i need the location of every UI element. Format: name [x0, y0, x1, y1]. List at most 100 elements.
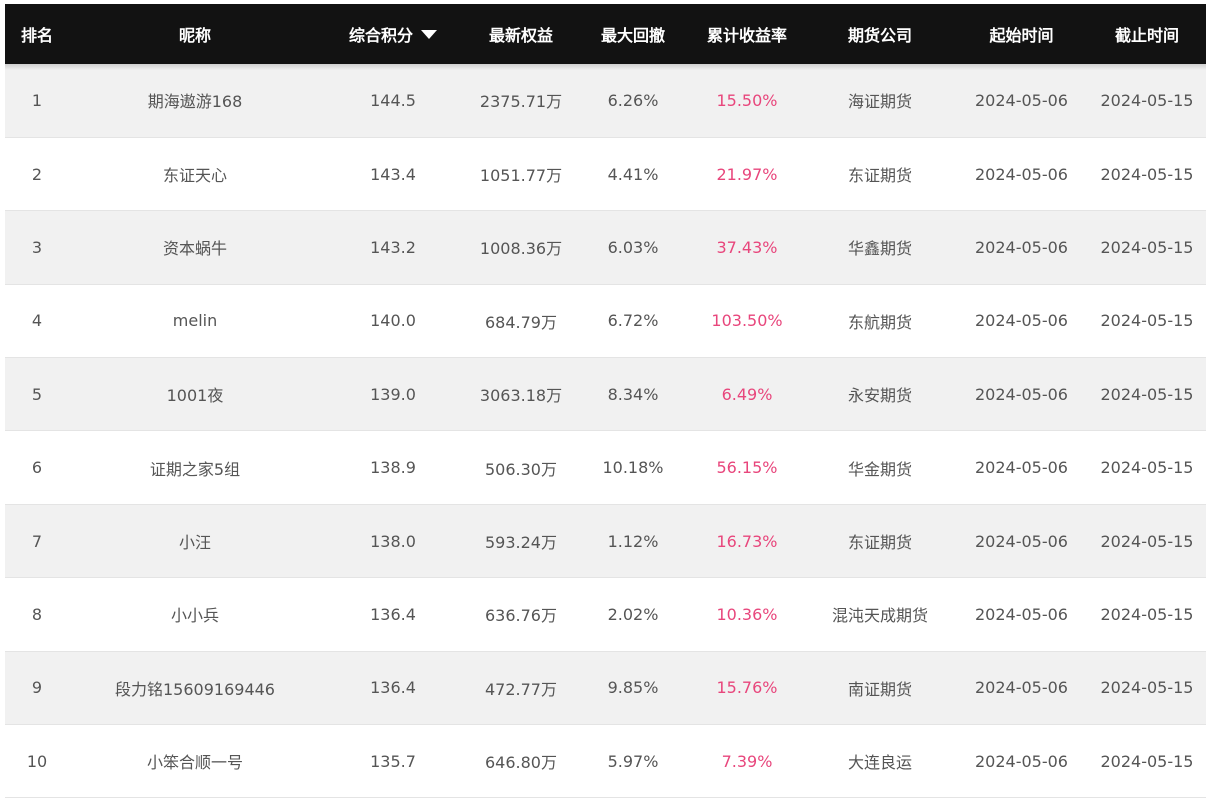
cell-drawdown: 5.97%: [607, 751, 659, 771]
cell-drawdown: 6.26%: [607, 90, 659, 110]
table-body: 1 期海遨游168 144.5 2375.71万 6.26% 15.50% 海证…: [5, 64, 1206, 798]
cell-score: 138.0: [370, 531, 416, 551]
cell-return: 15.50%: [716, 90, 778, 110]
cell-equity: 684.79万: [485, 312, 557, 332]
cell-end: 2024-05-15: [1100, 384, 1194, 404]
header-nickname[interactable]: 昵称: [178, 26, 211, 45]
cell-company: 混沌天成期货: [831, 606, 928, 626]
cell-return: 7.39%: [721, 751, 773, 771]
cell-drawdown: 9.85%: [607, 678, 659, 698]
cell-rank: 9: [31, 678, 43, 698]
cell-start: 2024-05-06: [975, 678, 1068, 698]
cell-company: 大连良运: [847, 753, 912, 773]
cell-rank: 2: [31, 164, 43, 184]
cell-equity: 1051.77万: [479, 166, 563, 186]
cell-return: 37.43%: [716, 237, 778, 257]
cell-start: 2024-05-06: [975, 604, 1068, 624]
table-row[interactable]: 1 期海遨游168 144.5 2375.71万 6.26% 15.50% 海证…: [5, 64, 1206, 138]
header-equity[interactable]: 最新权益: [488, 26, 553, 45]
cell-return: 56.15%: [716, 458, 778, 478]
table-row[interactable]: 10 小笨合顺一号 135.7 646.80万 5.97% 7.39% 大连良运…: [5, 724, 1206, 798]
cell-drawdown: 4.41%: [607, 164, 659, 184]
cell-score: 136.4: [370, 604, 416, 624]
cell-start: 2024-05-06: [975, 458, 1068, 478]
table-row[interactable]: 2 东证天心 143.4 1051.77万 4.41% 21.97% 东证期货 …: [5, 137, 1206, 211]
cell-company: 华鑫期货: [847, 239, 912, 259]
cell-nickname: 期海遨游168: [147, 92, 243, 112]
table-row[interactable]: 6 证期之家5组 138.9 506.30万 10.18% 56.15% 华金期…: [5, 430, 1206, 505]
cell-rank: 8: [31, 604, 43, 624]
sort-descending-icon[interactable]: [421, 30, 437, 39]
header-end[interactable]: 截止时间: [1114, 26, 1179, 45]
table-row[interactable]: 3 资本蜗牛 143.2 1008.36万 6.03% 37.43% 华鑫期货 …: [5, 210, 1206, 285]
cell-return: 21.97%: [716, 164, 778, 184]
ranking-table: 排名 昵称 综合积分 最新权益 最大回撤 累计收益率 期货公司 起始时间 截止时…: [5, 4, 1206, 798]
cell-nickname: 段力铭15609169446: [115, 679, 275, 699]
ranking-table-container: 排名 昵称 综合积分 最新权益 最大回撤 累计收益率 期货公司 起始时间 截止时…: [5, 4, 1206, 804]
cell-end: 2024-05-15: [1100, 311, 1194, 331]
table-row[interactable]: 9 段力铭15609169446 136.4 472.77万 9.85% 15.…: [5, 651, 1206, 725]
cell-nickname: 小笨合顺一号: [146, 753, 243, 773]
cell-company: 东证期货: [847, 166, 912, 186]
cell-nickname: 东证天心: [162, 166, 227, 186]
cell-equity: 646.80万: [485, 753, 557, 773]
cell-score: 140.0: [370, 311, 416, 331]
cell-start: 2024-05-06: [975, 311, 1068, 331]
cell-equity: 1008.36万: [479, 239, 563, 259]
cell-rank: 1: [31, 90, 43, 110]
header-score-label: 综合积分: [348, 26, 413, 45]
cell-start: 2024-05-06: [975, 751, 1068, 771]
table-row[interactable]: 5 1001夜 139.0 3063.18万 8.34% 6.49% 永安期货 …: [5, 357, 1206, 431]
cell-rank: 6: [31, 458, 43, 478]
cell-score: 138.9: [370, 458, 416, 478]
cell-rank: 3: [31, 237, 43, 257]
header-drawdown[interactable]: 最大回撤: [600, 26, 665, 45]
cell-end: 2024-05-15: [1100, 237, 1194, 257]
header-rank[interactable]: 排名: [20, 26, 53, 45]
cell-rank: 7: [31, 531, 43, 551]
cell-company: 海证期货: [847, 92, 912, 112]
cell-start: 2024-05-06: [975, 164, 1068, 184]
cell-rank: 10: [26, 751, 48, 771]
cell-drawdown: 6.72%: [607, 311, 659, 331]
cell-equity: 593.24万: [485, 533, 557, 553]
cell-end: 2024-05-15: [1100, 164, 1194, 184]
cell-drawdown: 10.18%: [602, 458, 664, 478]
cell-company: 东航期货: [847, 312, 912, 332]
table-row[interactable]: 8 小小兵 136.4 636.76万 2.02% 10.36% 混沌天成期货 …: [5, 577, 1206, 652]
cell-nickname: 小汪: [178, 533, 211, 553]
cell-equity: 3063.18万: [479, 386, 563, 406]
cell-company: 华金期货: [847, 459, 912, 479]
cell-nickname: 资本蜗牛: [162, 239, 227, 259]
cell-equity: 472.77万: [485, 679, 557, 699]
cell-end: 2024-05-15: [1100, 751, 1194, 771]
header-company[interactable]: 期货公司: [847, 26, 912, 45]
cell-nickname: 1001夜: [166, 386, 224, 406]
cell-return: 103.50%: [711, 311, 783, 331]
cell-score: 143.4: [370, 164, 416, 184]
header-score[interactable]: 综合积分: [321, 4, 465, 64]
cell-drawdown: 2.02%: [607, 604, 659, 624]
cell-rank: 4: [31, 311, 43, 331]
cell-score: 143.2: [370, 237, 416, 257]
cell-start: 2024-05-06: [975, 90, 1068, 110]
cell-company: 永安期货: [847, 386, 912, 406]
cell-end: 2024-05-15: [1100, 458, 1194, 478]
cell-equity: 506.30万: [485, 459, 557, 479]
cell-return: 10.36%: [716, 604, 778, 624]
table-row[interactable]: 7 小汪 138.0 593.24万 1.12% 16.73% 东证期货 202…: [5, 504, 1206, 578]
cell-nickname: 证期之家5组: [149, 459, 241, 479]
cell-company: 东证期货: [847, 533, 912, 553]
cell-rank: 5: [31, 384, 43, 404]
cell-end: 2024-05-15: [1100, 604, 1194, 624]
cell-score: 135.7: [370, 751, 416, 771]
header-start[interactable]: 起始时间: [989, 26, 1054, 45]
cell-start: 2024-05-06: [975, 531, 1068, 551]
header-return[interactable]: 累计收益率: [706, 26, 787, 45]
table-row[interactable]: 4 melin 140.0 684.79万 6.72% 103.50% 东航期货…: [5, 284, 1206, 358]
cell-drawdown: 6.03%: [607, 237, 659, 257]
cell-start: 2024-05-06: [975, 384, 1068, 404]
cell-equity: 2375.71万: [479, 92, 563, 112]
cell-equity: 636.76万: [485, 606, 557, 626]
table-header: 排名 昵称 综合积分 最新权益 最大回撤 累计收益率 期货公司 起始时间 截止时…: [5, 4, 1206, 64]
